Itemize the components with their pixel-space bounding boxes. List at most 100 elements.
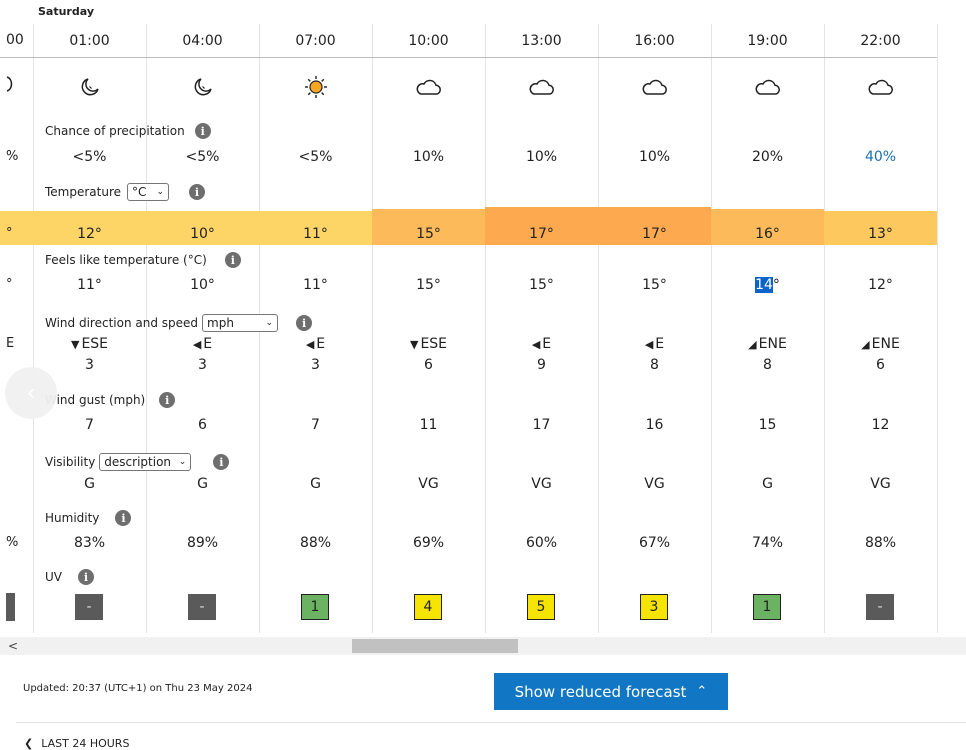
humidity-info-icon[interactable]: i	[115, 510, 132, 526]
wind-direction: ◀ E	[146, 336, 259, 352]
uv-label-text: UV	[45, 570, 62, 584]
time-header-row: 01:00 04:00 07:00 10:00 13:00 16:00 19:00 22:00	[0, 24, 937, 58]
feels-like-value: 11°	[303, 277, 328, 293]
precip-value: <5%	[298, 149, 333, 165]
chevron-down-icon: ⌄	[265, 318, 274, 328]
humidity-value: 83%	[73, 535, 106, 551]
feels-like-value: 10°	[190, 277, 215, 293]
humidity-label-text: Humidity	[45, 511, 100, 525]
last-24-hours-label: LAST 24 HOURS	[41, 737, 130, 750]
visibility-info-icon[interactable]: i	[213, 454, 230, 470]
cloud-icon	[372, 73, 485, 101]
uv-index-badge: 5	[527, 594, 555, 620]
time-cell: 22:00	[860, 33, 901, 49]
partial-precip: %	[6, 149, 19, 164]
wind-direction: ◀ E	[485, 336, 598, 352]
visibility-value: G	[84, 476, 95, 492]
wind-speed-value: 8	[650, 357, 659, 373]
footer-divider	[16, 722, 966, 723]
visibility-mode-select[interactable]: description ⌄	[99, 453, 192, 471]
precip-value: 20%	[751, 149, 784, 165]
temperature-unit-select[interactable]: °C ⌄	[127, 183, 170, 201]
visibility-value: VG	[870, 476, 891, 492]
partial-temp: °	[6, 226, 13, 241]
wind-speed-value: 9	[537, 357, 546, 373]
wind-direction: ▼ ESE	[33, 336, 146, 352]
wind-direction: ◀ E	[259, 336, 372, 352]
temperature-band-segment	[372, 209, 485, 245]
wind-gust-value: 12	[871, 417, 890, 433]
feels-like-degree: °	[772, 277, 780, 293]
precip-info-icon[interactable]: i	[194, 123, 211, 139]
feels-like-value: 15°	[416, 277, 441, 293]
forecast-grid: Saturday 01:00 04:00 07:00 10:00 13:00 16:00 1…	[0, 5, 938, 633]
wind-gust-value: 6	[198, 417, 207, 433]
temperature-value: 16°	[755, 226, 780, 242]
precip-label: Chance of precipitation i	[45, 123, 211, 139]
scroll-left-arrow-icon[interactable]: <	[8, 639, 19, 653]
uv-index-badge: -	[75, 594, 103, 620]
last-24-hours-link[interactable]: ❮ LAST 24 HOURS	[24, 737, 129, 750]
wind-gust-value: 7	[85, 417, 94, 433]
wind-info-icon[interactable]: i	[296, 315, 313, 331]
show-reduced-forecast-button[interactable]: Show reduced forecast ⌃	[494, 673, 728, 710]
wind-speed-value: 3	[198, 357, 207, 373]
uv-index-badge: 4	[414, 594, 442, 620]
temperature-band-segment	[824, 211, 937, 245]
temperature-label-text: Temperature	[45, 185, 122, 199]
column-divider	[937, 24, 938, 633]
gust-label: Wind gust (mph) i	[45, 392, 176, 408]
horizontal-scrollbar[interactable]: <	[0, 637, 966, 655]
chevron-left-icon: ❮	[24, 737, 34, 750]
visibility-value: G	[762, 476, 773, 492]
time-cell: 01:00	[69, 33, 110, 49]
time-cell: 16:00	[634, 33, 675, 49]
wind-direction: ◀ E	[598, 336, 711, 352]
wind-direction: ▼ ESE	[372, 336, 485, 352]
wind-unit-select[interactable]: mph ⌄	[202, 314, 279, 332]
wind-direction: ◢ ENE	[824, 336, 937, 352]
uv-info-icon[interactable]: i	[78, 569, 94, 585]
column-divider	[485, 24, 486, 633]
cloud-icon	[711, 73, 824, 101]
temperature-band-segment	[146, 211, 259, 245]
wind-gust-value: 7	[311, 417, 320, 433]
wind-direction-text: E	[655, 336, 665, 352]
wind-unit-value: mph	[207, 316, 234, 330]
scrollbar-thumb[interactable]	[352, 639, 518, 653]
uv-index-badge: -	[188, 594, 216, 620]
feels-label: Feels like temperature (°C) i	[45, 252, 241, 268]
visibility-mode-value: description	[104, 455, 172, 469]
temperature-info-icon[interactable]: i	[189, 184, 206, 200]
humidity-value: 89%	[186, 535, 219, 551]
wind-speed-value: 3	[85, 357, 94, 373]
uv-index-badge: 1	[301, 594, 329, 620]
uv-label: UV i	[45, 569, 94, 585]
column-divider	[711, 24, 712, 633]
chevron-down-icon: ⌄	[156, 187, 165, 197]
precip-label-text: Chance of precipitation	[45, 124, 185, 138]
column-divider	[33, 24, 34, 633]
updated-timestamp: Updated: 20:37 (UTC+1) on Thu 23 May 202…	[23, 683, 253, 694]
gust-info-icon[interactable]: i	[159, 392, 176, 408]
cloud-icon	[598, 73, 711, 101]
temperature-band-segment	[33, 211, 146, 245]
partial-moon-icon	[6, 74, 16, 98]
previous-day-button[interactable]: ‹	[5, 367, 57, 419]
time-cell: 10:00	[408, 33, 449, 49]
time-cell: 07:00	[295, 33, 336, 49]
visibility-value: G	[197, 476, 208, 492]
precip-value: 40%	[864, 149, 897, 165]
wind-direction-text: E	[203, 336, 213, 352]
precip-value: <5%	[185, 149, 220, 165]
wind-arrow-icon: ◢	[861, 338, 870, 351]
wind-speed-value: 6	[876, 357, 885, 373]
temperature-label: Temperature °C ⌄ i	[45, 183, 206, 201]
wind-label-text: Wind direction and speed	[45, 316, 199, 330]
feels-info-icon[interactable]: i	[224, 252, 241, 268]
reduced-forecast-label: Show reduced forecast	[514, 682, 687, 701]
uv-index-badge: 3	[640, 594, 668, 620]
wind-gust-value: 17	[532, 417, 551, 433]
moon-icon	[146, 73, 259, 101]
